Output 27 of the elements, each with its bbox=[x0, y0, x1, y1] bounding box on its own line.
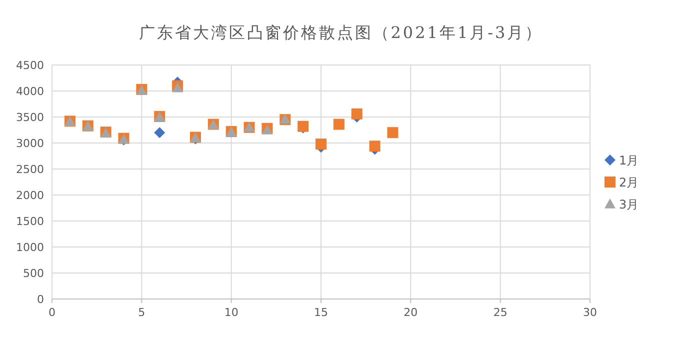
y-tick-label: 0 bbox=[37, 293, 44, 306]
chart-title: 广东省大湾区凸窗价格散点图（2021年1月-3月） bbox=[138, 23, 544, 42]
point bbox=[351, 108, 362, 120]
x-tick-label: 30 bbox=[583, 306, 597, 319]
x-tick-label: 25 bbox=[493, 306, 508, 319]
point bbox=[316, 138, 326, 150]
x-tick-label: 20 bbox=[404, 306, 418, 319]
x-tick-label: 0 bbox=[48, 306, 56, 319]
y-tick-label: 1500 bbox=[16, 215, 44, 228]
y-tick-label: 2000 bbox=[16, 189, 44, 202]
legend-label: 3月 bbox=[619, 198, 639, 212]
y-tick-label: 3500 bbox=[16, 111, 44, 124]
x-tick-label: 15 bbox=[314, 306, 328, 319]
point bbox=[154, 127, 166, 138]
x-tick-label: 10 bbox=[224, 306, 238, 319]
y-tick-label: 4500 bbox=[16, 59, 44, 72]
point bbox=[387, 127, 398, 138]
y-tick-label: 3000 bbox=[16, 137, 44, 150]
y-tick-label: 4000 bbox=[16, 85, 44, 98]
y-tick-label: 2500 bbox=[16, 163, 44, 176]
point bbox=[369, 140, 380, 152]
y-tick-label: 1000 bbox=[16, 241, 44, 254]
legend-label: 1月 bbox=[619, 154, 639, 168]
x-tick-label: 5 bbox=[138, 306, 146, 319]
legend-label: 2月 bbox=[619, 176, 639, 190]
y-tick-label: 500 bbox=[23, 267, 44, 280]
point bbox=[333, 118, 344, 130]
